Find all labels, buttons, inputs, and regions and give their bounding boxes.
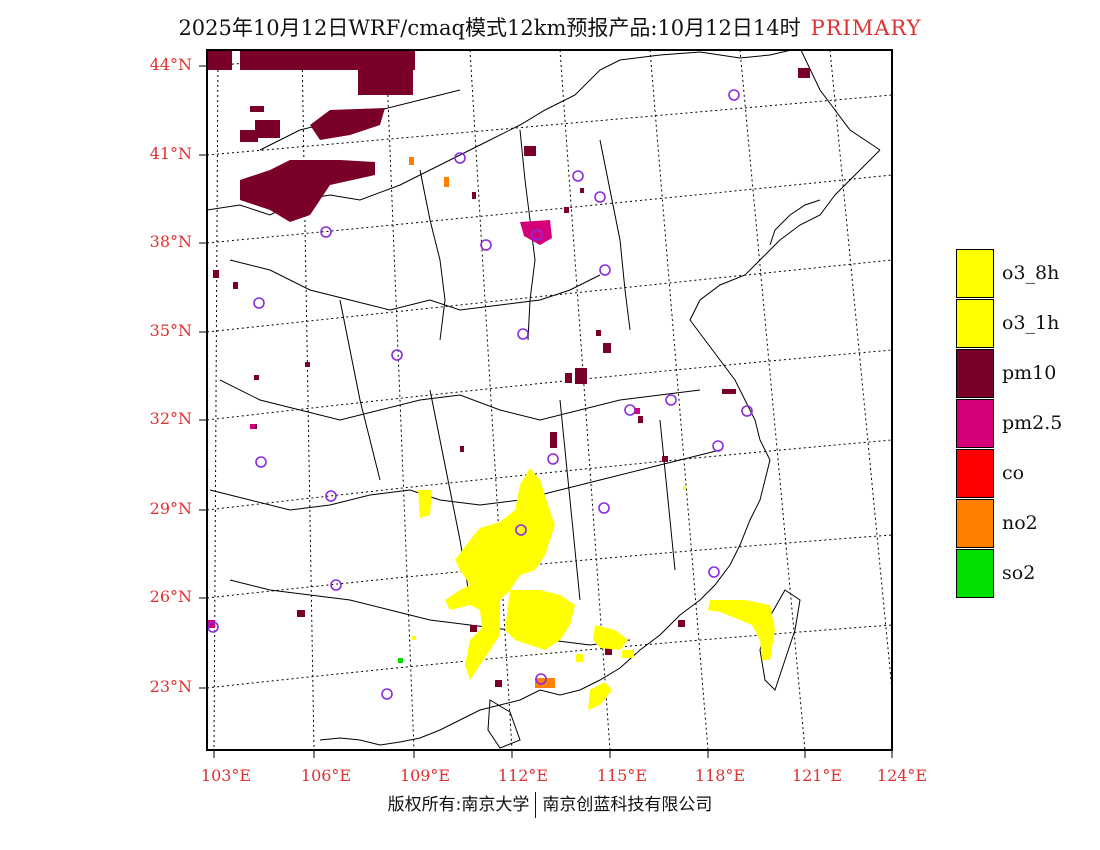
pm25-areas <box>207 220 640 628</box>
lat-label-35n: 35°N <box>149 321 192 340</box>
lat-label-38n: 38°N <box>149 232 192 251</box>
copyright-left: 版权所有:南京大学 <box>387 795 530 815</box>
legend-label-o3-8h: o3_8h <box>1002 262 1060 284</box>
legend-label-no2: no2 <box>1002 512 1038 534</box>
legend-swatch-no2 <box>956 499 994 548</box>
lon-label-115e: 115°E <box>596 766 648 785</box>
footer-separator <box>535 792 537 818</box>
legend-swatch-o3-8h <box>956 249 994 298</box>
legend-label-so2: so2 <box>1002 562 1036 584</box>
legend-label-pm25: pm2.5 <box>1002 412 1063 434</box>
lon-label-103e: 103°E <box>200 766 252 785</box>
copyright-footer: 版权所有:南京大学 南京创蓝科技有限公司 <box>0 790 1100 818</box>
legend-swatch-pm25 <box>956 399 994 448</box>
legend-swatch-co <box>956 449 994 498</box>
o3-areas <box>412 468 775 710</box>
lon-label-118e: 118°E <box>694 766 746 785</box>
legend-swatch-pm10 <box>956 349 994 398</box>
legend-swatch-so2 <box>956 549 994 598</box>
legend-label-o3-1h: o3_1h <box>1002 312 1060 334</box>
copyright-right: 南京创蓝科技有限公司 <box>542 795 713 815</box>
lon-label-121e: 121°E <box>791 766 843 785</box>
title-main: 2025年10月12日WRF/cmaq模式12km预报产品:10月12日14时 <box>178 16 801 40</box>
legend-label-pm10: pm10 <box>1002 362 1057 384</box>
lat-label-26n: 26°N <box>149 587 192 606</box>
lat-label-32n: 32°N <box>149 409 192 428</box>
pm10-areas <box>207 50 810 687</box>
so2-areas <box>398 658 403 663</box>
legend-label-co: co <box>1002 462 1025 484</box>
lon-label-124e: 124°E <box>876 766 928 785</box>
map-title: 2025年10月12日WRF/cmaq模式12km预报产品:10月12日14时 P… <box>0 12 1100 42</box>
lon-label-112e: 112°E <box>497 766 549 785</box>
legend-swatch-o3-1h <box>956 299 994 348</box>
title-tag: PRIMARY <box>810 16 922 40</box>
lat-label-44n: 44°N <box>149 55 192 74</box>
axis-ticks <box>199 65 893 758</box>
lat-label-23n: 23°N <box>149 677 192 696</box>
lat-label-41n: 41°N <box>149 144 192 163</box>
lon-label-109e: 109°E <box>399 766 451 785</box>
map-frame <box>206 49 893 751</box>
lat-label-29n: 29°N <box>149 499 192 518</box>
lon-label-106e: 106°E <box>300 766 352 785</box>
